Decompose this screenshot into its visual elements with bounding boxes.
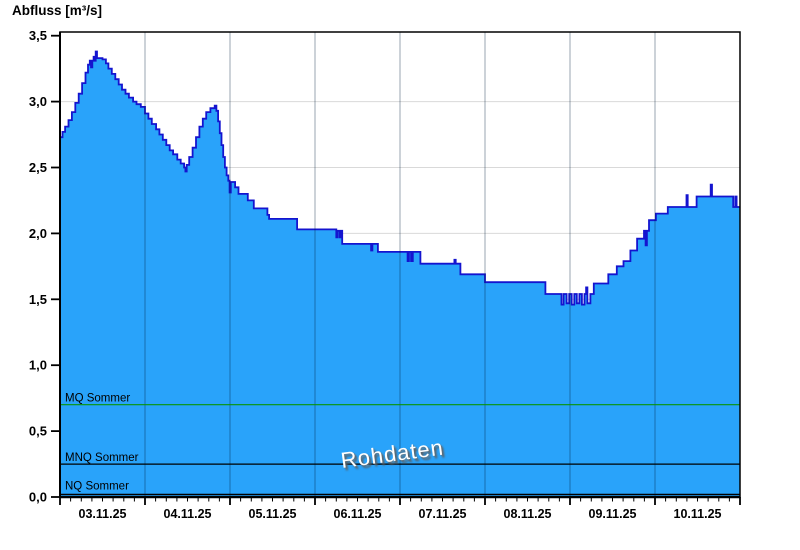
- x-date-label: 03.11.25: [79, 507, 127, 521]
- reference-line-mq-sommer: MQ Sommer: [60, 393, 740, 406]
- reference-line-mnq-sommer: MNQ Sommer: [60, 452, 740, 465]
- x-axis: 03.11.25 04.11.25 05.11.25 06.11.25 07.11.25…: [59, 497, 741, 521]
- y-tick-label: 1,5: [29, 292, 47, 307]
- reference-line-label: MNQ Sommer: [65, 452, 139, 464]
- y-axis: 0,0 0,5 1,0 1,5 2,0 2,5 3,0 3,5: [29, 28, 60, 505]
- y-axis-title: Abfluss [m³/s]: [12, 3, 103, 18]
- reference-line-label: NQ Sommer: [65, 480, 129, 492]
- x-date-label: 08.11.25: [504, 507, 552, 521]
- x-date-label: 06.11.25: [334, 507, 382, 521]
- x-date-label: 09.11.25: [589, 507, 637, 521]
- discharge-area: [60, 51, 740, 497]
- y-tick-label: 0,0: [29, 490, 47, 505]
- x-date-label: 07.11.25: [419, 507, 467, 521]
- y-tick-label: 1,0: [29, 358, 47, 373]
- reference-line-nq-sommer: NQ Sommer: [60, 480, 740, 495]
- discharge-step-line: [60, 50, 740, 306]
- x-date-label: 05.11.25: [249, 507, 297, 521]
- y-tick-label: 0,5: [29, 424, 47, 439]
- day-separator-gridlines: [144, 32, 656, 497]
- y-tick-label: 2,5: [29, 160, 47, 175]
- y-tick-label: 2,0: [29, 226, 47, 241]
- y-tick-label: 3,0: [29, 94, 47, 109]
- x-date-label: 10.11.25: [674, 507, 722, 521]
- x-date-label: 04.11.25: [164, 507, 212, 521]
- y-tick-label: 3,5: [29, 28, 47, 43]
- reference-line-label: MQ Sommer: [65, 393, 130, 405]
